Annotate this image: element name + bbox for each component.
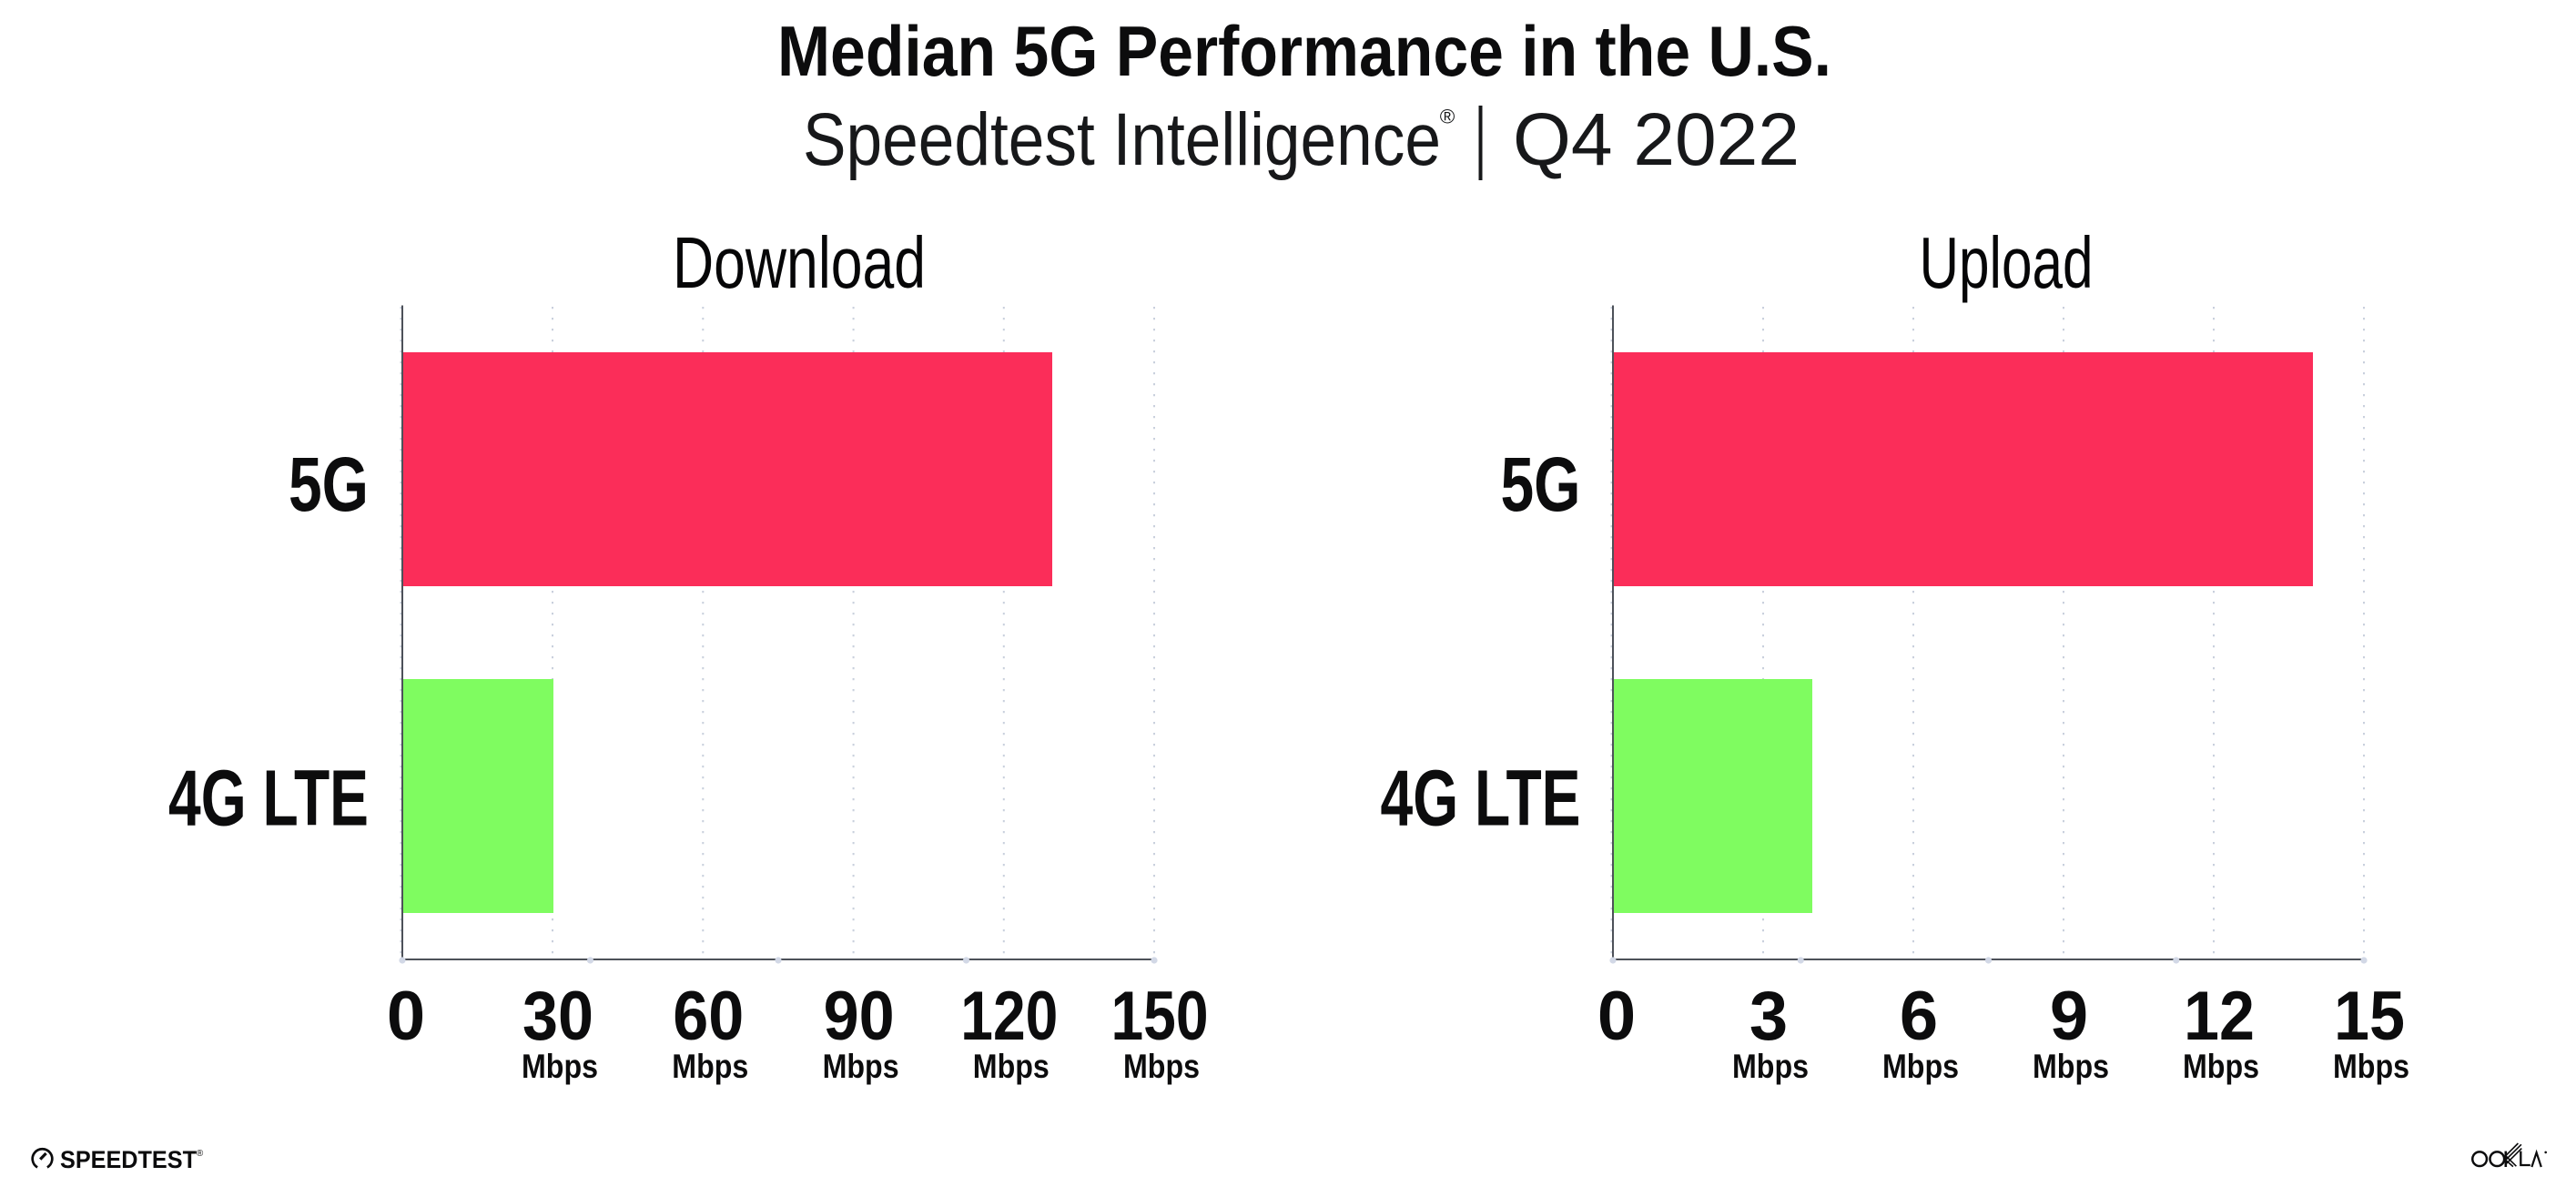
svg-text:0: 0 <box>387 978 425 1055</box>
svg-text:Median 5G Performance in the U: Median 5G Performance in the U.S. <box>777 11 1831 91</box>
svg-text:15: 15 <box>2334 978 2405 1055</box>
svg-text:Q4 2022: Q4 2022 <box>1513 98 1800 181</box>
svg-text:4G LTE: 4G LTE <box>1381 755 1581 843</box>
svg-text:3: 3 <box>1749 978 1788 1055</box>
svg-text:12: 12 <box>2184 978 2255 1055</box>
svg-text:®: ® <box>1440 106 1455 128</box>
svg-text:Mbps: Mbps <box>672 1048 748 1085</box>
svg-text:Speedtest Intelligence: Speedtest Intelligence <box>803 98 1441 181</box>
svg-text:Mbps: Mbps <box>973 1048 1050 1085</box>
svg-text:90: 90 <box>824 978 895 1055</box>
svg-text:30: 30 <box>522 978 593 1055</box>
svg-text:120: 120 <box>960 978 1058 1055</box>
svg-text:Mbps: Mbps <box>1732 1048 1809 1085</box>
svg-text:9: 9 <box>2050 978 2088 1055</box>
svg-text:SPEEDTEST: SPEEDTEST <box>60 1146 197 1173</box>
svg-text:Mbps: Mbps <box>823 1048 899 1085</box>
svg-text:Mbps: Mbps <box>2033 1048 2109 1085</box>
svg-text:Mbps: Mbps <box>1123 1048 1200 1085</box>
svg-text:0: 0 <box>1597 978 1636 1055</box>
svg-text:Upload: Upload <box>1920 222 2094 303</box>
svg-text:Mbps: Mbps <box>2333 1048 2409 1085</box>
svg-text:Download: Download <box>673 222 926 303</box>
svg-text:Mbps: Mbps <box>1882 1048 1959 1085</box>
svg-text:Mbps: Mbps <box>2183 1048 2259 1085</box>
svg-text:®: ® <box>197 1149 204 1159</box>
svg-text:Mbps: Mbps <box>522 1048 598 1085</box>
svg-text:6: 6 <box>1900 978 1938 1055</box>
svg-text:60: 60 <box>673 978 744 1055</box>
svg-text:5G: 5G <box>1501 441 1581 527</box>
svg-text:5G: 5G <box>289 441 369 527</box>
svg-text:150: 150 <box>1111 978 1209 1055</box>
svg-text:4G LTE: 4G LTE <box>168 755 369 843</box>
